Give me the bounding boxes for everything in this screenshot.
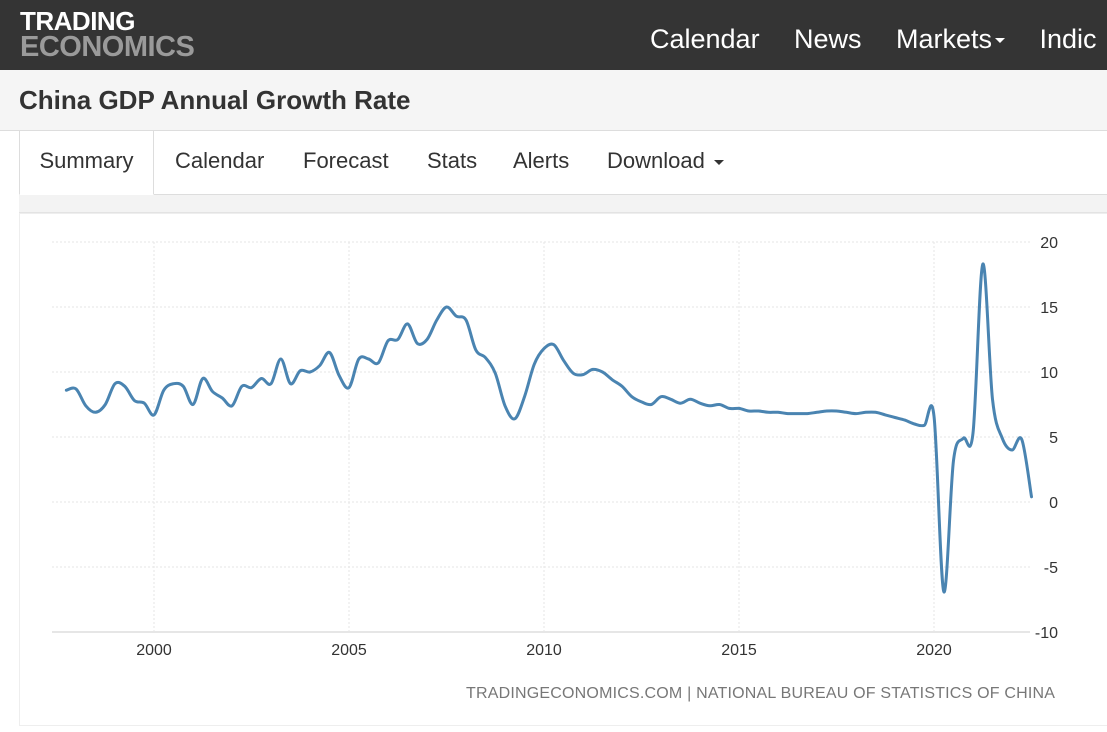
tab-bar: Summary Calendar Forecast Stats Alerts D… [19,131,1107,195]
nav-markets[interactable]: Markets [896,24,1006,54]
x-tick-label: 2000 [136,642,172,659]
trading-economics-logo[interactable]: TRADING ECONOMICS [20,6,195,63]
tab-calendar[interactable]: Calendar [175,148,265,173]
y-tick-label: 0 [1049,495,1058,512]
top-navbar: TRADING ECONOMICS Calendar News Markets … [0,0,1107,70]
x-tick-label: 2020 [916,642,952,659]
y-tick-label: -10 [1035,625,1058,642]
tab-summary[interactable]: Summary [19,131,154,195]
nav-markets-label: Markets [896,24,993,54]
tab-download-label: Download [607,148,705,173]
tab-download[interactable]: Download [607,131,724,194]
y-tick-label: -5 [1044,560,1058,577]
tab-alerts[interactable]: Alerts [513,148,570,173]
nav-indicators[interactable]: Indic [1039,24,1097,54]
x-tick-label: 2015 [721,642,757,659]
y-tick-label: 5 [1049,430,1058,447]
nav-calendar[interactable]: Calendar [650,24,760,54]
chevron-down-icon [995,38,1006,44]
y-tick-label: 10 [1040,365,1058,382]
chart-container: 20 15 10 5 0 -5 -10 2000 2005 2010 2015 2020 [19,213,1107,726]
top-nav-menu: Calendar News Markets Indic [650,24,1107,55]
tab-forecast[interactable]: Forecast [303,148,389,173]
x-tick-label: 2010 [526,642,562,659]
chart-source-credit: TRADINGECONOMICS.COM | NATIONAL BUREAU O… [466,685,1056,702]
x-tick-label: 2005 [331,642,367,659]
title-bar: China GDP Annual Growth Rate [0,70,1107,131]
chevron-down-icon [713,159,724,165]
chart-toolbar-strip [19,195,1107,213]
nav-news[interactable]: News [794,24,862,54]
y-tick-label: 20 [1040,235,1058,252]
tab-stats[interactable]: Stats [427,148,478,173]
y-tick-label: 15 [1040,300,1058,317]
logo-line-economics: ECONOMICS [20,31,195,63]
page-title: China GDP Annual Growth Rate [19,85,411,115]
logo-line-trading: TRADING [20,6,135,36]
gdp-growth-series-line [64,262,1033,594]
